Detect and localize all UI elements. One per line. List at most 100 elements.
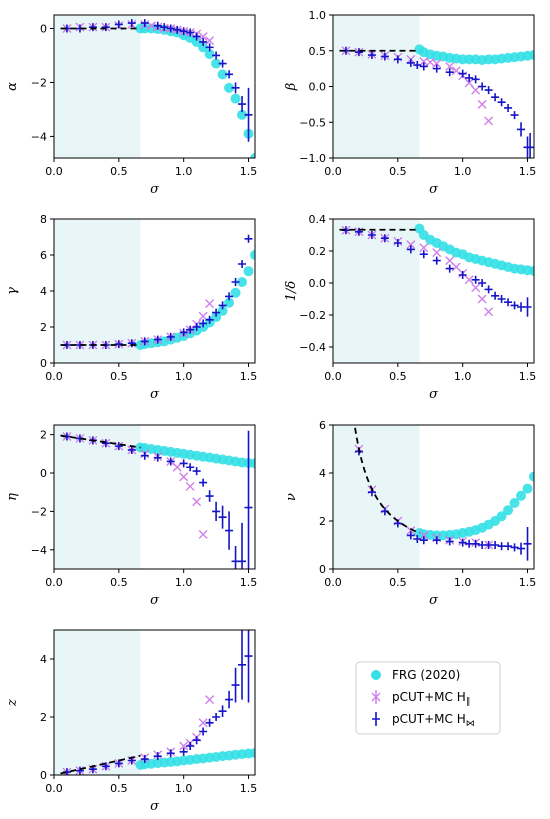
bowtie-point <box>153 752 162 761</box>
frg-point <box>503 505 514 516</box>
plot-area <box>333 219 534 363</box>
frg-point <box>204 49 215 60</box>
bowtie-point <box>491 93 500 102</box>
bowtie-point <box>218 705 227 717</box>
frg-point <box>224 82 235 93</box>
y-tick-label: 2 <box>40 711 47 724</box>
parallel-point <box>198 32 208 42</box>
bowtie-point <box>354 48 363 57</box>
x-tick-label: 0.0 <box>45 165 63 178</box>
panel-gamma: 0.0 0.5 1.0 1.5 8 6 4 2 0 σ γ <box>5 213 258 402</box>
bowtie-point <box>205 490 214 502</box>
bowtie-point <box>218 301 227 310</box>
bowtie-point <box>523 297 532 317</box>
bowtie-point <box>413 61 422 70</box>
bowtie-point <box>393 239 402 247</box>
bowtie-point <box>231 667 240 703</box>
bowtie-point <box>101 762 110 771</box>
y-tick-label: 4 <box>319 467 326 480</box>
x-tick-label: 1.5 <box>240 370 258 383</box>
bowtie-point <box>471 275 480 284</box>
parallel-point <box>432 248 442 258</box>
bowtie-point <box>179 459 188 468</box>
plot-area <box>333 425 534 569</box>
bowtie-point <box>367 51 376 60</box>
parallel-point <box>185 481 195 491</box>
axes-frame <box>53 424 256 570</box>
x-tick-label: 0.0 <box>324 165 342 178</box>
bowtie-point <box>406 245 415 254</box>
bowtie-point <box>186 325 195 334</box>
bowtie-point <box>478 279 487 287</box>
x-tick-label: 0.5 <box>110 165 128 178</box>
legend: FRG (2020) pCUT+MC H∥ pCUT+MC H⋈ <box>355 661 501 735</box>
x-tick-label: 0.5 <box>389 370 407 383</box>
x-tick-label: 1.5 <box>240 576 258 589</box>
y-tick-label: −0.4 <box>299 341 326 354</box>
bowtie-point <box>238 95 247 113</box>
bowtie-point <box>413 535 422 543</box>
bowtie-point <box>478 82 487 91</box>
x-tick-label: 1.0 <box>175 370 193 383</box>
y-tick-label: −4 <box>31 130 47 143</box>
y-tick-label: 0 <box>319 563 326 576</box>
parallel-point <box>406 526 416 536</box>
bowtie-point <box>419 62 428 71</box>
bowtie-point <box>406 58 415 67</box>
frg-point <box>250 153 255 158</box>
bowtie-point <box>179 747 188 756</box>
bowtie-point <box>225 511 234 550</box>
bowtie-point <box>497 295 506 303</box>
parallel-point <box>205 36 215 46</box>
dashed-guide <box>60 434 141 449</box>
bowtie-point <box>88 23 97 32</box>
frg-point <box>496 511 507 522</box>
y-axis-label: η <box>5 493 20 501</box>
bowtie-point <box>432 64 441 73</box>
x-axis-label: σ <box>150 593 160 608</box>
x-tick-label: 1.5 <box>240 165 258 178</box>
bowtie-point <box>458 271 467 279</box>
bowtie-point <box>244 430 253 569</box>
bowtie-point <box>244 87 253 142</box>
parallel-point <box>445 61 455 71</box>
parallel-point <box>406 240 416 250</box>
bowtie-point <box>367 231 376 239</box>
bowtie-point <box>186 742 195 750</box>
x-tick-label: 0.0 <box>324 370 342 383</box>
x-axis-label: σ <box>150 182 160 197</box>
x-tick-label: 1.5 <box>519 370 537 383</box>
axes-frame <box>332 424 535 570</box>
y-tick-label: 6 <box>319 419 326 432</box>
bowtie-point <box>445 264 454 273</box>
y-tick-label: 4 <box>40 285 47 298</box>
bowtie-point <box>199 37 208 46</box>
plot-area <box>54 15 255 158</box>
axes-frame <box>53 14 256 159</box>
frg-point <box>529 471 534 482</box>
bowtie-point <box>406 531 415 540</box>
x-tick-label: 0.0 <box>45 782 63 795</box>
bowtie-point <box>517 122 526 137</box>
legend-frg-marker <box>371 670 381 680</box>
bowtie-point <box>166 332 175 341</box>
bowtie-point <box>393 55 402 64</box>
y-tick-label: −0.5 <box>299 116 326 129</box>
y-tick-label: 1.0 <box>309 9 327 22</box>
x-tick-label: 0.5 <box>110 576 128 589</box>
parallel-point <box>419 243 429 253</box>
x-tick-label: 1.0 <box>454 576 472 589</box>
shaded-region <box>54 425 141 569</box>
bowtie-point <box>140 755 149 764</box>
bowtie-point <box>238 630 247 700</box>
bowtie-point <box>114 442 123 451</box>
x-tick-label: 1.0 <box>454 165 472 178</box>
bowtie-point <box>160 23 169 32</box>
bowtie-point <box>153 453 162 462</box>
parallel-point <box>432 59 442 69</box>
bowtie-point <box>484 86 493 95</box>
parallel-point <box>471 283 481 293</box>
y-axis-label: γ <box>5 287 20 295</box>
y-tick-label: 0.4 <box>309 213 327 226</box>
